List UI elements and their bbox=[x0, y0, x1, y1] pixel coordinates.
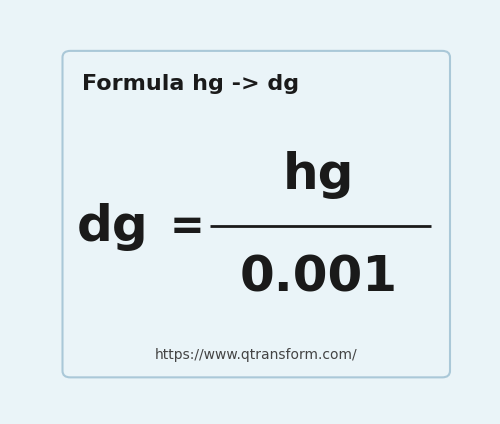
Text: hg: hg bbox=[282, 151, 354, 199]
Text: 0.001: 0.001 bbox=[239, 254, 398, 302]
Text: =: = bbox=[169, 206, 204, 248]
Text: dg: dg bbox=[77, 203, 149, 251]
Text: https://www.qtransform.com/: https://www.qtransform.com/ bbox=[155, 348, 358, 362]
FancyBboxPatch shape bbox=[62, 51, 450, 377]
Text: Formula hg -> dg: Formula hg -> dg bbox=[82, 74, 299, 94]
